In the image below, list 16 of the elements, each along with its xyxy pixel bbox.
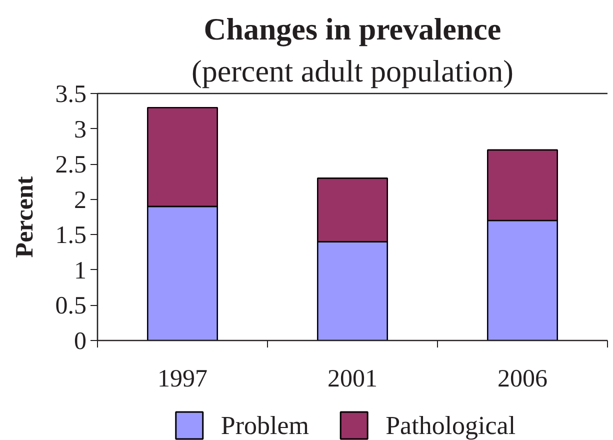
x-tick-label: 2001 — [328, 366, 378, 392]
y-tick-label: 0 — [74, 328, 86, 355]
y-axis-title: Percent — [11, 176, 38, 258]
x-tick-label: 1997 — [158, 366, 208, 392]
y-tick-label: 0.5 — [55, 292, 86, 320]
y-tick-label: 2.5 — [55, 152, 86, 179]
y-tick-label: 2 — [74, 186, 86, 214]
y-tick-label: 3 — [74, 116, 86, 144]
legend-label: Pathological — [386, 411, 516, 440]
y-tick-label: 1 — [74, 257, 86, 284]
legend-label: Problem — [220, 411, 309, 440]
y-tick-label: 1.5 — [55, 222, 86, 250]
chart-title: Changes in prevalence — [204, 12, 502, 46]
chart-subtitle: (percent adult population) — [192, 54, 514, 88]
x-tick-label: 2006 — [498, 366, 548, 392]
y-tick-label: 3.5 — [55, 81, 86, 108]
